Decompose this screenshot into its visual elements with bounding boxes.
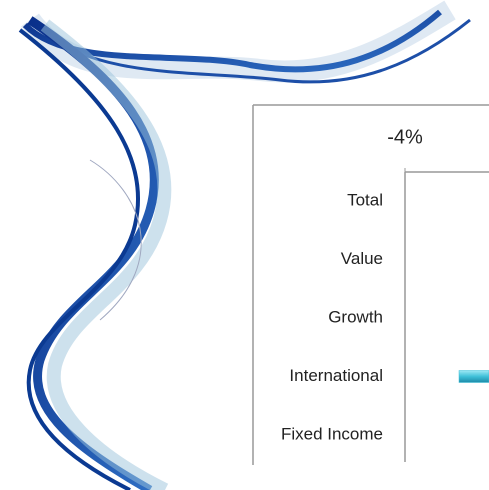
bar (458, 370, 489, 383)
axes (404, 171, 489, 462)
y-tick-label: Value (341, 249, 383, 268)
plot: -4% Total Value Growth International Fixed In… (281, 126, 489, 443)
decoration (18, 0, 471, 490)
y-tick-label: Total (347, 190, 383, 209)
chart-frame (252, 104, 489, 465)
x-tick-label: -4% (387, 126, 423, 148)
y-tick-label: International (289, 366, 383, 385)
y-tick-label: Fixed Income (281, 424, 383, 443)
y-tick-label: Growth (328, 307, 383, 326)
